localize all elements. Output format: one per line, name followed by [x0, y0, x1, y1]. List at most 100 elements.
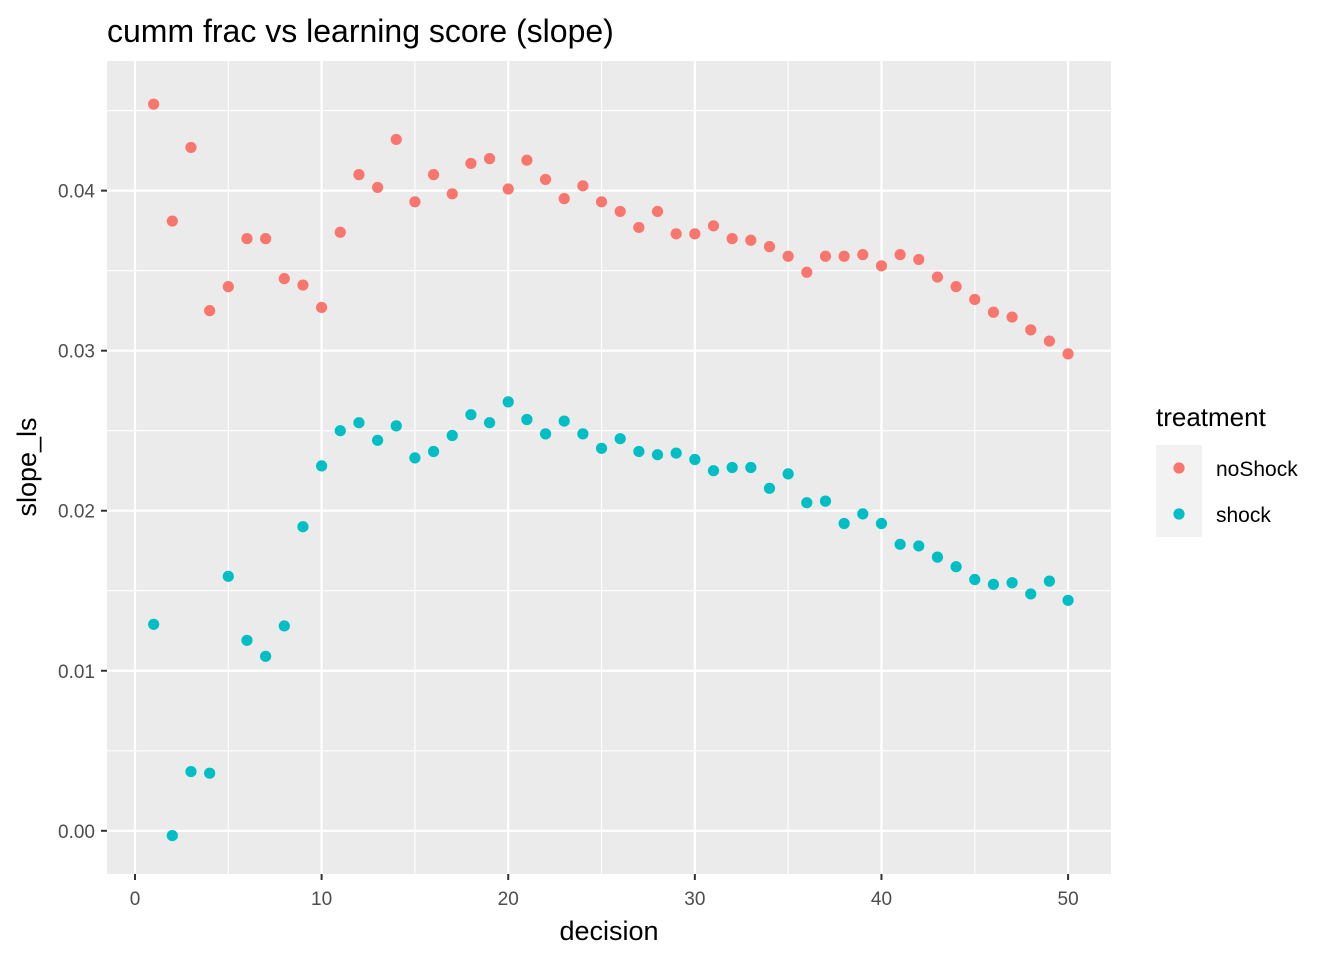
data-point [148, 98, 160, 110]
data-point [204, 767, 216, 779]
data-point [875, 260, 888, 272]
data-point [969, 293, 981, 306]
data-point [931, 271, 944, 283]
data-point [465, 409, 477, 421]
data-point [1006, 311, 1018, 323]
y-axis-title: slope_ls [12, 417, 42, 516]
data-point [614, 433, 626, 445]
data-point [745, 234, 757, 246]
data-point [726, 461, 738, 474]
data-point [241, 233, 253, 245]
data-point [539, 428, 552, 440]
data-point [371, 434, 384, 446]
data-point [670, 447, 682, 459]
data-point [707, 220, 720, 232]
data-point [427, 445, 440, 458]
data-point [745, 461, 757, 474]
data-point [577, 180, 589, 192]
data-point [838, 250, 850, 262]
x-tick-label: 50 [1058, 889, 1079, 910]
data-point [875, 517, 888, 530]
data-point [819, 250, 832, 262]
data-point [427, 169, 440, 181]
data-point [950, 281, 962, 293]
data-point [483, 417, 496, 429]
data-point [148, 618, 160, 630]
data-point [801, 497, 813, 509]
data-point [260, 233, 272, 245]
legend-swatch [1173, 508, 1185, 520]
data-point [353, 417, 365, 429]
data-point [894, 538, 906, 550]
data-point [633, 221, 645, 234]
data-point [689, 453, 701, 466]
data-point [1006, 577, 1018, 589]
data-point [726, 233, 738, 245]
data-point [651, 205, 664, 218]
data-point [204, 305, 216, 317]
data-point [689, 228, 701, 240]
data-point [763, 482, 776, 494]
data-point [297, 521, 309, 533]
y-axis-ticks: 0.00 0.01 0.02 0.03 0.04 [58, 182, 107, 843]
data-point [521, 413, 533, 426]
y-tick-label: 0.00 [58, 822, 95, 843]
data-point [931, 551, 944, 563]
chart-title: cumm frac vs learning score (slope) [107, 13, 614, 49]
data-point [260, 650, 272, 662]
data-point [185, 141, 197, 154]
data-point [577, 428, 589, 440]
data-point [913, 253, 925, 266]
data-point [222, 281, 234, 293]
data-point [763, 241, 776, 253]
legend: treatment noShock shock [1156, 402, 1298, 537]
data-point [558, 415, 570, 427]
x-tick-label: 30 [684, 889, 705, 910]
data-point [166, 215, 178, 227]
data-point [502, 183, 514, 195]
data-point [297, 279, 309, 291]
data-point [987, 578, 1000, 590]
data-point [894, 249, 906, 261]
data-point [950, 561, 962, 573]
data-point [614, 205, 626, 218]
data-point [502, 396, 514, 408]
plot-panel [107, 61, 1111, 874]
data-point [316, 460, 328, 472]
x-axis-ticks: 0 10 20 30 40 50 [130, 874, 1079, 910]
data-point [409, 196, 421, 208]
data-point [521, 154, 533, 166]
data-point [316, 301, 328, 314]
data-point [782, 468, 794, 480]
y-tick-label: 0.03 [58, 342, 95, 363]
data-point [222, 570, 234, 582]
data-point [185, 765, 197, 778]
x-axis-title: decision [559, 916, 658, 946]
data-point [595, 196, 608, 208]
data-point [801, 266, 813, 278]
data-point [539, 173, 552, 186]
data-point [1025, 324, 1037, 336]
data-point [446, 188, 458, 200]
data-point [390, 420, 402, 432]
data-point [446, 429, 458, 442]
data-point [782, 250, 794, 262]
legend-label: noShock [1216, 458, 1298, 481]
data-point [558, 193, 570, 205]
data-point [969, 573, 981, 586]
y-tick-label: 0.01 [58, 662, 95, 683]
legend-swatch [1173, 462, 1185, 474]
legend-title: treatment [1156, 402, 1267, 432]
major-gridlines [107, 61, 1111, 874]
data-point [707, 465, 720, 477]
data-point [409, 452, 421, 464]
data-points [148, 98, 1074, 842]
data-point [819, 495, 832, 507]
x-tick-label: 0 [130, 889, 141, 910]
y-tick-label: 0.04 [58, 182, 95, 203]
legend-entries: noShock shock [1156, 445, 1298, 537]
data-point [390, 133, 402, 146]
data-point [278, 620, 290, 632]
data-point [1043, 335, 1056, 347]
